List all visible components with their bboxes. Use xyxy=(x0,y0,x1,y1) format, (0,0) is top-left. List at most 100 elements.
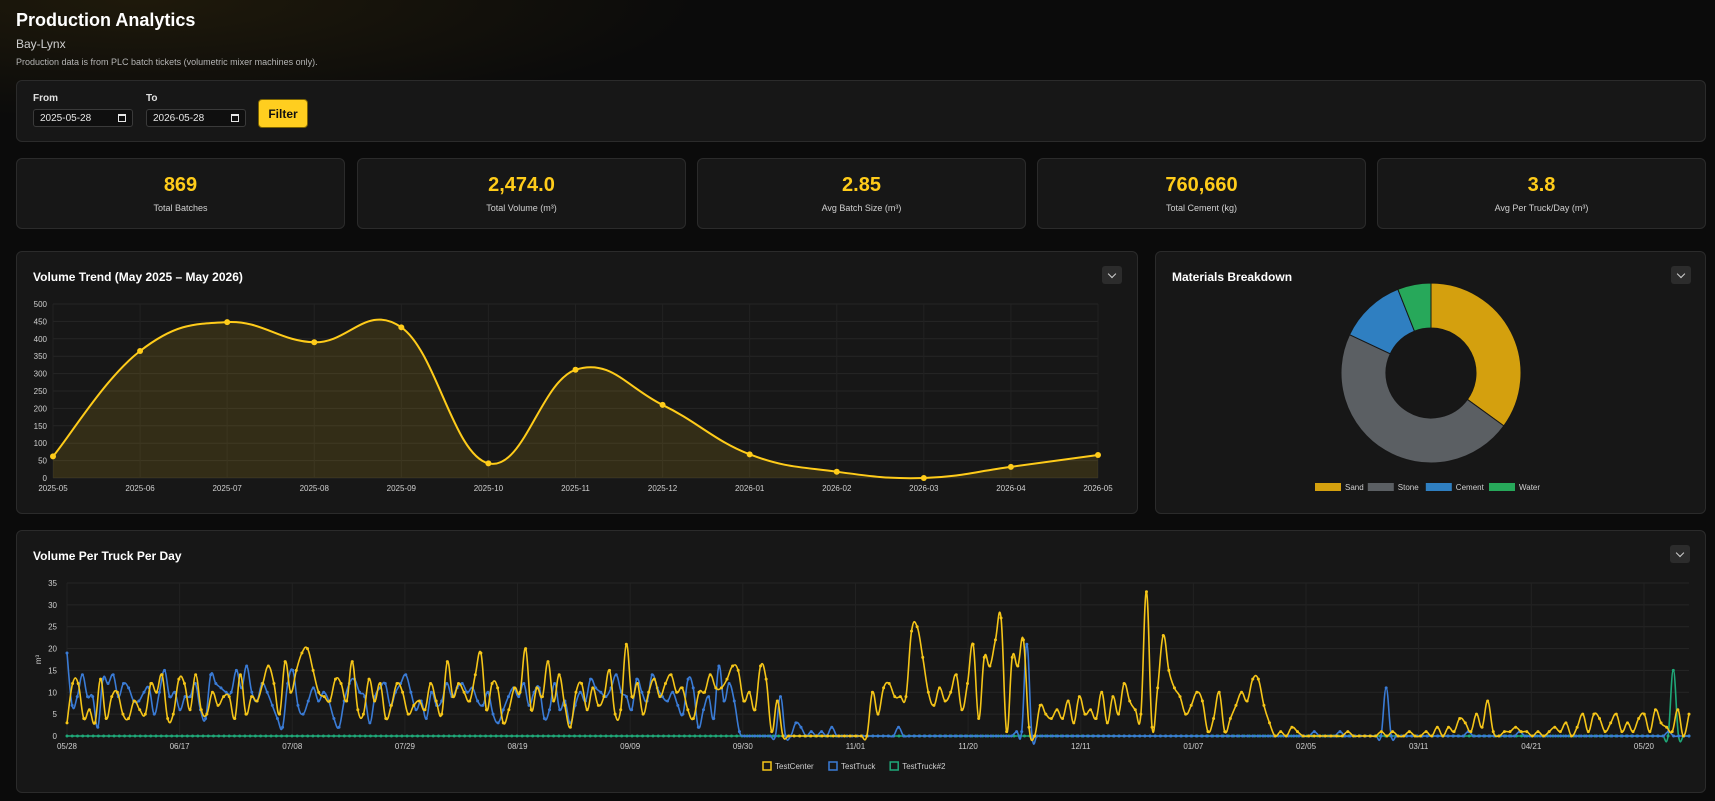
data-point xyxy=(1487,734,1491,738)
data-point xyxy=(1051,734,1055,738)
data-point xyxy=(1312,734,1316,738)
volume-trend-panel: Volume Trend (May 2025 – May 2026) 0 50 10… xyxy=(16,251,1138,514)
data-point xyxy=(1435,734,1439,738)
data-point xyxy=(522,682,526,686)
data-point xyxy=(794,721,798,725)
data-point xyxy=(1312,730,1316,734)
data-point xyxy=(1665,725,1669,729)
collapse-button[interactable] xyxy=(1670,545,1690,563)
data-point xyxy=(311,734,315,738)
data-point xyxy=(332,734,336,738)
data-point xyxy=(887,682,891,686)
data-point xyxy=(1677,734,1681,738)
data-point xyxy=(910,629,914,633)
data-point xyxy=(893,695,897,699)
calendar-icon[interactable] xyxy=(231,114,239,122)
data-point xyxy=(666,699,670,703)
data-point xyxy=(1007,463,1014,470)
data-point xyxy=(1161,633,1165,637)
page-title: Production Analytics xyxy=(16,10,196,30)
data-point xyxy=(460,682,464,686)
data-point xyxy=(871,734,875,738)
from-date-input[interactable]: 2025-05-28 xyxy=(33,109,133,127)
data-point xyxy=(646,734,650,738)
data-point xyxy=(205,712,209,716)
data-point xyxy=(652,677,656,681)
data-point xyxy=(1133,734,1137,738)
data-point xyxy=(915,625,919,629)
data-point xyxy=(494,734,498,738)
data-point xyxy=(719,686,723,690)
data-point xyxy=(1102,734,1106,738)
data-point xyxy=(188,708,192,712)
data-point xyxy=(1066,734,1070,738)
data-point xyxy=(1554,734,1558,738)
data-point xyxy=(506,695,510,699)
data-point xyxy=(515,734,519,738)
x-tick-label: 2026-05 xyxy=(1083,484,1113,493)
data-point xyxy=(635,734,639,738)
data-point xyxy=(294,668,298,672)
data-point xyxy=(709,734,713,738)
materials-title: Materials Breakdown xyxy=(1172,270,1293,284)
data-point xyxy=(157,690,161,694)
kpi-total-cement: 760,660 Total Cement (kg) xyxy=(1037,158,1366,229)
page-note: Production data is from PLC batch ticket… xyxy=(16,57,318,67)
data-point xyxy=(168,695,172,699)
data-point xyxy=(714,686,718,690)
data-point xyxy=(676,703,680,707)
data-point xyxy=(953,734,957,738)
to-field: To 2026-05-28 xyxy=(146,93,246,127)
data-point xyxy=(932,734,936,738)
collapse-button[interactable] xyxy=(1671,266,1691,284)
data-point xyxy=(281,725,285,729)
y-tick-label: 0 xyxy=(43,474,48,483)
y-tick-label: 250 xyxy=(34,387,48,396)
data-point xyxy=(578,734,582,738)
data-point xyxy=(1670,730,1674,734)
data-point xyxy=(833,468,840,475)
data-point xyxy=(697,690,701,694)
data-point xyxy=(505,734,509,738)
data-point xyxy=(398,324,405,331)
data-point xyxy=(196,734,200,738)
data-point xyxy=(75,734,79,738)
data-point xyxy=(814,734,818,738)
data-point xyxy=(111,673,115,677)
data-point xyxy=(948,734,952,738)
data-point xyxy=(1419,734,1423,738)
x-tick-label: 02/05 xyxy=(1296,742,1317,751)
data-point xyxy=(142,690,146,694)
to-date-input[interactable]: 2026-05-28 xyxy=(146,109,246,127)
x-tick-label: 11/01 xyxy=(846,742,866,751)
data-point xyxy=(1519,730,1523,734)
data-point xyxy=(1687,734,1691,738)
data-point xyxy=(1038,703,1042,707)
filter-button[interactable]: Filter xyxy=(258,99,308,128)
data-point xyxy=(201,734,205,738)
data-point xyxy=(842,734,846,738)
data-point xyxy=(1210,734,1214,738)
data-point xyxy=(1138,734,1142,738)
data-point xyxy=(214,682,218,686)
data-point xyxy=(753,734,757,738)
data-point xyxy=(280,734,284,738)
x-tick-label: 06/17 xyxy=(170,742,191,751)
data-point xyxy=(1095,452,1101,459)
data-point xyxy=(445,682,449,686)
data-point xyxy=(1174,734,1178,738)
collapse-button[interactable] xyxy=(1102,266,1122,284)
data-point xyxy=(1592,712,1596,716)
data-point xyxy=(224,319,231,326)
data-point xyxy=(1471,734,1475,738)
data-point xyxy=(518,690,522,694)
data-point xyxy=(149,682,153,686)
data-point xyxy=(1620,734,1624,738)
x-tick-label: 2026-01 xyxy=(735,484,765,493)
data-point xyxy=(404,673,408,677)
data-point xyxy=(686,677,690,681)
data-point xyxy=(1251,677,1255,681)
calendar-icon[interactable] xyxy=(118,114,126,122)
data-point xyxy=(270,703,274,707)
data-point xyxy=(562,734,566,738)
